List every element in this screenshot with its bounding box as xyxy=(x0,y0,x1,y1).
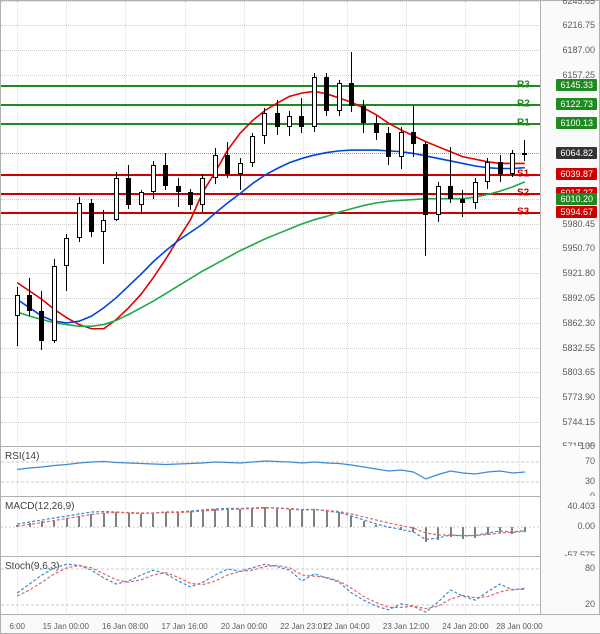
price-badge: 6064.82 xyxy=(556,147,597,159)
price-badge: 6039.87 xyxy=(556,168,597,180)
y-tick: 5980.45 xyxy=(562,219,595,229)
price-badge: 6122.73 xyxy=(556,98,597,110)
rsi-y-axis: 10070300 xyxy=(540,446,599,496)
x-tick: 20 Jan 00:00 xyxy=(221,622,267,631)
y-tick: 5921.80 xyxy=(562,268,595,278)
x-tick: 15 Jan 00:00 xyxy=(43,622,89,631)
sr-label-s2: S2 xyxy=(517,187,529,198)
sr-label-r2: R2 xyxy=(517,99,530,110)
y-tick: 5773.90 xyxy=(562,392,595,402)
price-y-axis: 6245.656216.756187.006157.256145.336122.… xyxy=(540,1,599,446)
x-tick: 22 Jan 23:01 xyxy=(280,622,326,631)
sr-label-s3: S3 xyxy=(517,206,529,217)
y-tick: 5832.55 xyxy=(562,343,595,353)
y-tick: 5892.05 xyxy=(562,293,595,303)
price-badge: 6010.20 xyxy=(556,193,597,205)
x-tick: 23 Jan 12:00 xyxy=(383,622,429,631)
y-tick: 5744.15 xyxy=(562,417,595,427)
chart-container: R3R2R1S1S2S3 6245.656216.756187.006157.2… xyxy=(0,0,600,634)
y-tick: 5862.30 xyxy=(562,318,595,328)
rsi-panel: RSI(14) xyxy=(1,446,541,497)
x-axis: 6:00 15 Jan 00:00 16 Jan 08:00 17 Jan 16:00… xyxy=(1,614,600,633)
y-tick: 6187.00 xyxy=(562,45,595,55)
sr-label-r3: R3 xyxy=(517,80,530,91)
price-badge: 6100.13 xyxy=(556,117,597,129)
y-tick: 6245.65 xyxy=(562,0,595,6)
macd-y-axis: 40.4030.00-57.575 xyxy=(540,496,599,556)
sr-label-r1: R1 xyxy=(517,118,530,129)
x-tick: 28 Jan 00:00 xyxy=(496,622,542,631)
x-tick: 16 Jan 08:00 xyxy=(102,622,148,631)
sr-label-s1: S1 xyxy=(517,168,529,179)
x-tick: 17 Jan 16:00 xyxy=(161,622,207,631)
macd-panel: MACD(12,26,9) xyxy=(1,496,541,557)
price-badge: 6145.33 xyxy=(556,79,597,91)
y-tick: 5950.70 xyxy=(562,243,595,253)
x-tick: 24 Jan 20:00 xyxy=(442,622,488,631)
stoch-panel: Stoch(9,6,3) xyxy=(1,556,541,617)
price-chart: R3 R2 R1 S1 S2 S3 xyxy=(1,1,541,447)
price-badge: 5994.67 xyxy=(556,206,597,218)
stoch-y-axis: 8020 xyxy=(540,556,599,616)
y-tick: 5803.65 xyxy=(562,367,595,377)
y-tick: 6216.75 xyxy=(562,20,595,30)
x-tick: 6:00 xyxy=(9,622,25,631)
x-tick: 22 Jan 04:00 xyxy=(323,622,369,631)
